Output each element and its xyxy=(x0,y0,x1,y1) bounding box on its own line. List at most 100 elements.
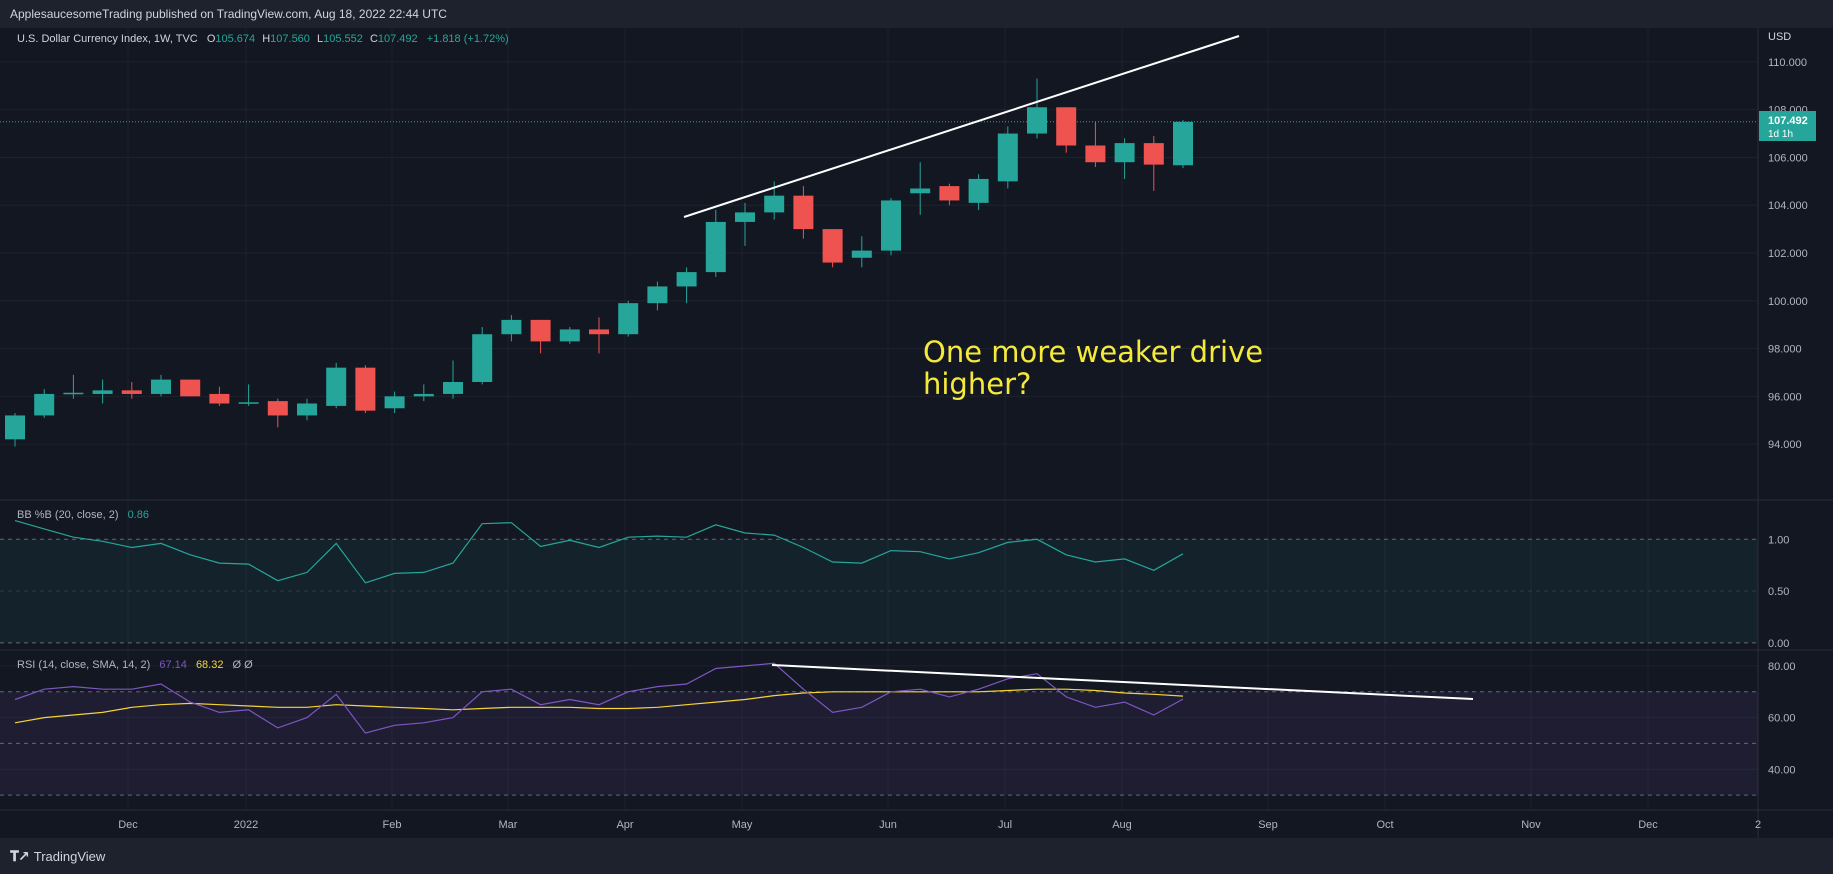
price-tick-label: 100.000 xyxy=(1768,296,1808,308)
candle-body xyxy=(472,334,493,382)
candle-body xyxy=(267,401,288,416)
legend-l-label: L xyxy=(317,33,323,45)
annotation-line-1[interactable]: One more weaker drive xyxy=(923,335,1263,369)
indicator-level-lines xyxy=(0,538,1758,796)
candle-body xyxy=(968,178,989,203)
price-tick-label: 106.000 xyxy=(1768,152,1808,164)
rsi-value: 67.14 xyxy=(159,659,187,671)
rsi-divergence-trendline[interactable] xyxy=(771,664,1474,700)
legend-c-label: C xyxy=(370,33,378,45)
candle xyxy=(501,315,522,342)
rsi-axis: 40.00 60.00 80.00 xyxy=(1768,661,1796,776)
time-tick-label: May xyxy=(732,819,753,831)
candle-body xyxy=(559,329,580,342)
bb-percent-line xyxy=(14,520,1184,584)
rsi-ma-value: 68.32 xyxy=(196,659,224,671)
candle xyxy=(881,198,901,256)
footer-bar: 𝐓↗ TradingView xyxy=(0,838,1833,874)
candle-body xyxy=(939,186,960,201)
candle xyxy=(443,360,463,399)
candle-body xyxy=(676,272,697,287)
candle xyxy=(968,174,989,210)
candle xyxy=(209,386,230,406)
grid-lines xyxy=(0,28,1758,810)
candle-body xyxy=(92,390,113,394)
candle xyxy=(34,389,55,418)
time-tick-label: Dec xyxy=(118,819,138,831)
candle xyxy=(618,300,639,337)
candle xyxy=(910,162,931,215)
candle-body xyxy=(851,250,872,258)
bb-tick-label: 0.50 xyxy=(1768,586,1789,598)
chart-area[interactable]: 94.000 96.000 98.000 100.000 102.000 104.000 1… xyxy=(0,28,1833,838)
time-tick-label: Feb xyxy=(383,819,402,831)
rsi-ma-line xyxy=(14,688,1184,724)
candle-body xyxy=(764,195,785,213)
chart-background xyxy=(0,28,1833,838)
currency-label: USD xyxy=(1768,31,1791,43)
time-tick-label: Aug xyxy=(1112,819,1132,831)
time-tick-label: Nov xyxy=(1521,819,1541,831)
candle-body xyxy=(881,200,901,251)
last-price-badge-bg xyxy=(1759,111,1816,141)
price-tick-label: 98.000 xyxy=(1768,344,1802,356)
candle xyxy=(1056,107,1077,153)
legend-change: +1.818 (+1.72%) xyxy=(427,33,509,45)
candle xyxy=(793,186,814,239)
legend-symbol: U.S. Dollar Currency Index, 1W, TVC xyxy=(17,33,198,45)
candle xyxy=(1027,78,1047,139)
bb-value: 0.86 xyxy=(128,509,149,521)
candle-body xyxy=(647,286,668,304)
candle-body xyxy=(589,329,609,335)
candle xyxy=(530,319,551,354)
candle xyxy=(472,327,493,385)
candle xyxy=(939,183,960,206)
candle xyxy=(326,362,347,409)
time-tick-label: Apr xyxy=(616,819,633,831)
candle-body xyxy=(209,393,230,404)
time-tick-label: Mar xyxy=(499,819,518,831)
candle-body xyxy=(501,319,522,335)
bb-tick-label: 0.00 xyxy=(1768,638,1789,650)
time-tick-label: 2022 xyxy=(234,819,258,831)
candle-body xyxy=(297,403,317,416)
candle xyxy=(267,398,288,428)
last-price-badge: 107.492 1d 1h xyxy=(1759,111,1816,141)
bb-legend: BB %B (20, close, 2) 0.86 xyxy=(17,509,149,521)
price-axis[interactable]: 94.000 96.000 98.000 100.000 102.000 104.000 1… xyxy=(1768,57,1808,451)
rsi-title: RSI (14, close, SMA, 14, 2) xyxy=(17,659,150,671)
publish-header: ApplesaucesomeTrading published on Tradi… xyxy=(0,0,1833,28)
legend-h-value: 107.560 xyxy=(270,33,310,45)
time-axis[interactable]: Dec 2022 Feb Mar Apr May Jun Jul Aug Sep Oct Nov Dec… xyxy=(118,819,1761,831)
tradingview-icon: 𝐓↗ xyxy=(10,847,30,864)
tradingview-brand: TradingView xyxy=(33,848,106,864)
legend-o-label: O xyxy=(207,33,216,45)
candle xyxy=(180,379,201,397)
candle-body xyxy=(793,195,814,230)
candle-body xyxy=(1114,143,1135,163)
candle-body xyxy=(121,390,142,394)
price-tick-label: 104.000 xyxy=(1768,200,1808,212)
candle-body xyxy=(238,402,259,404)
candle xyxy=(1173,120,1193,169)
candle-body xyxy=(355,367,376,411)
rising-trendline[interactable] xyxy=(683,35,1240,218)
candle-body xyxy=(63,392,84,395)
bb-tick-label: 1.00 xyxy=(1768,534,1789,546)
candle xyxy=(735,202,755,246)
candle xyxy=(676,267,697,304)
candle-body xyxy=(384,396,405,409)
candle-body xyxy=(326,367,347,406)
candle xyxy=(5,413,25,447)
last-price-countdown: 1d 1h xyxy=(1768,129,1793,140)
time-tick-label: Jun xyxy=(879,819,897,831)
bb-axis: 0.00 0.50 1.00 xyxy=(1768,534,1789,650)
price-tick-label: 96.000 xyxy=(1768,391,1802,403)
candle-body xyxy=(1143,143,1164,165)
time-tick-label: Sep xyxy=(1258,819,1278,831)
rsi-tick-label: 80.00 xyxy=(1768,661,1796,673)
time-tick-label: 2 xyxy=(1755,819,1761,831)
bb-title: BB %B (20, close, 2) xyxy=(17,509,119,521)
annotation-line-2[interactable]: higher? xyxy=(923,367,1031,401)
tradingview-logo[interactable]: 𝐓↗ TradingView xyxy=(10,847,106,864)
